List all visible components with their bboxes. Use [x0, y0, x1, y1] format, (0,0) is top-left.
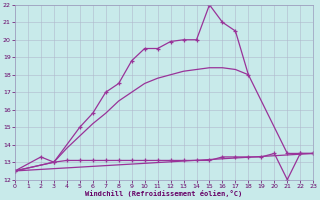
- X-axis label: Windchill (Refroidissement éolien,°C): Windchill (Refroidissement éolien,°C): [85, 190, 243, 197]
